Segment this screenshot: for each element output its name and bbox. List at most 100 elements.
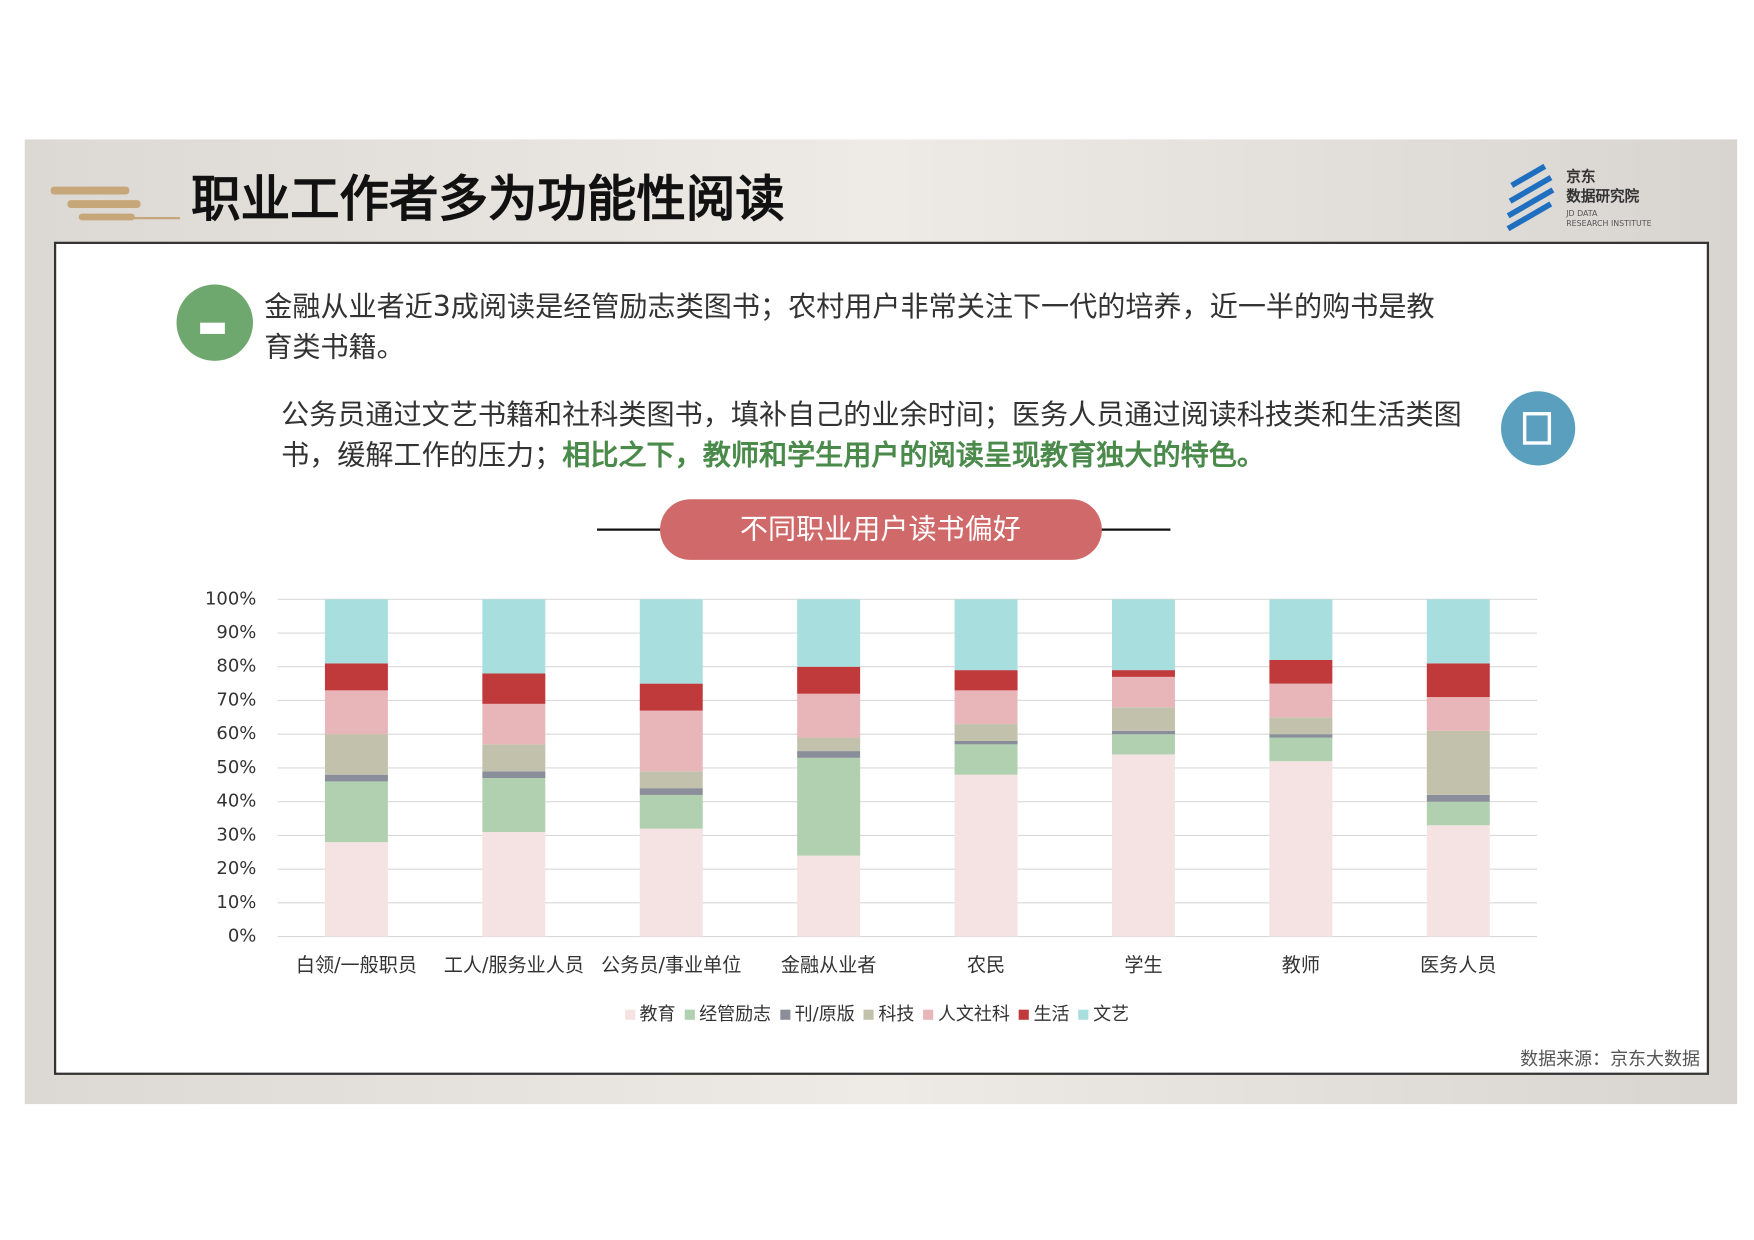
- bar-segment: [1111, 707, 1175, 731]
- y-tick-label: 0%: [228, 926, 257, 947]
- plot: 0% 10% 20% 30% 40% 50% 60% 70% 80% 90% 100% 白领/一般职员…: [205, 588, 1538, 976]
- bar-segment: [797, 751, 861, 758]
- bar-segment: [797, 666, 861, 694]
- bar-segment: [324, 734, 388, 775]
- paragraph-line: 公务员通过文艺书籍和社科类图书，填补自己的业余时间；医务人员通过阅读科技类和生活…: [281, 398, 1462, 431]
- bar-segment: [954, 744, 1018, 775]
- x-tick-label: 白领/一般职员: [296, 953, 417, 976]
- bar-segment: [797, 693, 861, 738]
- bar-segment: [482, 778, 546, 833]
- icon-glyph: [200, 322, 225, 334]
- paragraph: 公务员通过文艺书籍和社科类图书，填补自己的业余时间；医务人员通过阅读科技类和生活…: [281, 395, 1462, 476]
- legend-swatch: [923, 1009, 934, 1020]
- logo: 京东 数据研究院 JD DATA RESEARCH INSTITUTE: [1506, 163, 1652, 232]
- logo-text: RESEARCH INSTITUTE: [1566, 219, 1651, 228]
- legend-label: 刊/原版: [794, 1002, 855, 1025]
- bar-segment: [324, 599, 388, 664]
- bar-segment: [954, 740, 1018, 745]
- logo-text: 数据研究院: [1566, 187, 1639, 205]
- chart-title: 不同职业用户读书偏好: [740, 513, 1021, 546]
- bar-segment: [797, 855, 861, 937]
- bar-segment: [954, 724, 1018, 741]
- y-tick-label: 100%: [205, 588, 256, 609]
- bar-segment: [797, 757, 861, 856]
- bar-segment: [1269, 761, 1333, 937]
- legend-swatch: [1018, 1009, 1030, 1020]
- bar-segment: [639, 788, 703, 795]
- logo-text: JD DATA: [1565, 209, 1598, 218]
- bar-segment: [1111, 754, 1175, 937]
- legend-label: 教育: [639, 1002, 676, 1025]
- legend-swatch: [780, 1009, 791, 1020]
- y-tick-label: 10%: [216, 892, 256, 913]
- y-tick-label: 30%: [216, 824, 256, 845]
- x-tick-label: 医务人员: [1420, 953, 1496, 976]
- bar-segment: [639, 710, 703, 772]
- bar-segment: [1269, 599, 1333, 660]
- bar-segment: [482, 673, 546, 704]
- legend-item: 科技: [863, 1003, 914, 1024]
- bar-segment: [482, 744, 546, 772]
- bar-segment: [1269, 737, 1333, 762]
- x-tick-label: 教师: [1282, 953, 1320, 976]
- paragraph-line: 金融从业者近3成阅读是经管励志类图书；农村用户非常关注下一代的培养，近一半的购书…: [264, 290, 1435, 323]
- bar-segment: [954, 774, 1018, 937]
- legend-item: 经管励志: [684, 1003, 771, 1024]
- bar-segment: [1111, 670, 1175, 677]
- chart-title-pill: [659, 499, 1102, 560]
- bar-segment: [1111, 734, 1175, 755]
- legend-label: 文艺: [1093, 1002, 1130, 1025]
- bar-segment: [639, 599, 703, 684]
- x-tick-label: 学生: [1124, 953, 1162, 976]
- bar-segment: [1426, 663, 1490, 698]
- bar-segment: [482, 599, 546, 674]
- y-tick-label: 50%: [216, 757, 256, 778]
- paragraph-line: 书，缓解工作的压力；相比之下，教师和学生用户的阅读呈现教育独大的特色。: [281, 435, 1462, 475]
- x-tick-label: 金融从业者: [781, 953, 877, 976]
- x-tick-label: 公务员/事业单位: [601, 953, 741, 976]
- bar-segment: [797, 599, 861, 667]
- highlight-text: 相比之下，教师和学生用户的阅读呈现教育独大的特色。: [562, 438, 1265, 472]
- legend-item: 人文社科: [923, 1003, 1010, 1024]
- bar-segment: [1426, 730, 1490, 795]
- bar-segment: [639, 683, 703, 711]
- y-tick-label: 80%: [216, 656, 256, 677]
- bar-segment: [1426, 825, 1490, 937]
- bar-segment: [482, 703, 546, 745]
- y-tick-label: 60%: [216, 723, 256, 744]
- x-tick-label: 农民: [967, 953, 1005, 976]
- legend-label: 人文社科: [937, 1002, 1010, 1025]
- bar-segment: [482, 832, 546, 937]
- paragraph-line: 育类书籍。: [264, 330, 405, 364]
- bar-segment: [324, 842, 388, 937]
- bar-segment: [1426, 801, 1490, 826]
- text: 书，缓解工作的压力；: [281, 438, 563, 472]
- page-title: 职业工作者多为功能性阅读: [191, 170, 785, 228]
- legend-swatch: [863, 1009, 874, 1020]
- bar-segment: [1269, 734, 1333, 738]
- bar-segment: [639, 828, 703, 937]
- bar-segment: [639, 794, 703, 829]
- icon-glyph: [1522, 412, 1552, 445]
- bar-segment: [1111, 730, 1175, 735]
- icon-book: [1501, 391, 1576, 466]
- legend-swatch: [684, 1009, 695, 1020]
- bar-segment: [954, 670, 1018, 691]
- bar-segment: [1269, 659, 1333, 684]
- bar-segment: [324, 690, 388, 735]
- legend-label: 生活: [1033, 1002, 1070, 1025]
- bar-segment: [954, 599, 1018, 671]
- y-tick-label: 70%: [216, 689, 256, 710]
- legend-item: 刊/原版: [780, 1003, 855, 1024]
- bar-segment: [324, 663, 388, 691]
- paragraph: 金融从业者近3成阅读是经管励志类图书；农村用户非常关注下一代的培养，近一半的购书…: [264, 287, 1434, 368]
- legend-item: 生活: [1018, 1002, 1070, 1025]
- logo-text: 京东: [1566, 168, 1596, 186]
- bar-segment: [1111, 599, 1175, 671]
- bar-segment: [324, 781, 388, 843]
- y-tick-label: 40%: [216, 791, 256, 812]
- bar-segment: [482, 771, 546, 779]
- legend: 教育 经管励志 刊/原版 科技 人文社科 生活 文艺: [0, 998, 1754, 1025]
